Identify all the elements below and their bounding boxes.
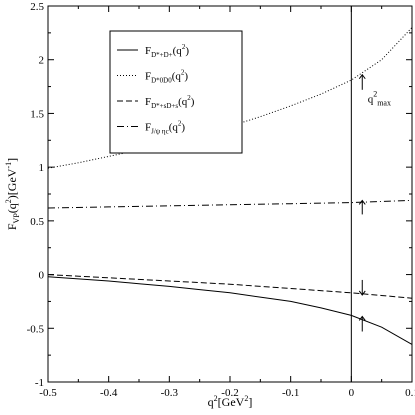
legend-label: FD*+D+(q2) <box>145 43 189 59</box>
axis-ticks: -0.5-0.4-0.3-0.2-0.100.1-1-0.500.511.522… <box>27 1 415 399</box>
annotation-q2max: q2max <box>368 90 391 108</box>
y-tick-label: 1.5 <box>30 108 44 120</box>
axis-titles: q2[GeV2] FVP(q2)[GeV-1] <box>4 158 252 409</box>
x-tick-label: -0.5 <box>39 387 57 399</box>
y-axis-title: FVP(q2)[GeV-1] <box>4 158 21 230</box>
legend-box <box>109 30 243 154</box>
series-line-dashdot <box>47 199 413 209</box>
y-tick-label: 2 <box>39 55 45 67</box>
arrow <box>358 73 366 90</box>
x-tick-label: -0.4 <box>100 387 118 399</box>
y-tick-label: 2.5 <box>30 1 44 13</box>
x-axis-title: q2[GeV2] <box>208 394 253 409</box>
y-tick-label: 0 <box>39 270 45 282</box>
x-tick-label: 0.1 <box>405 387 415 399</box>
series-line-solid <box>47 276 413 345</box>
x-tick-label: -0.2 <box>221 387 238 399</box>
x-tick-label: -0.1 <box>282 387 299 399</box>
x-tick-label: -0.3 <box>161 387 179 399</box>
arrow <box>358 315 366 332</box>
arrow <box>358 279 366 296</box>
annotations-layer: q2max <box>368 90 391 108</box>
legend-label: FD*0D0(q2) <box>145 69 188 85</box>
x-tick-label: 0 <box>349 387 355 399</box>
y-tick-label: 1 <box>39 162 45 174</box>
legend: FD*+D+(q2) FD*0D0(q2) FD*+sD+s(q2) FJ/ψ ηc(… <box>109 30 243 154</box>
series-line-dashed <box>47 274 413 299</box>
arrows-layer <box>358 73 366 332</box>
legend-label: FJ/ψ ηc(q2) <box>145 120 185 136</box>
y-tick-label: -0.5 <box>27 323 45 335</box>
arrow <box>358 199 366 215</box>
legend-label: FD*+sD+s(q2) <box>145 94 195 110</box>
y-tick-label: -1 <box>35 377 44 389</box>
y-tick-label: 0.5 <box>30 216 44 228</box>
